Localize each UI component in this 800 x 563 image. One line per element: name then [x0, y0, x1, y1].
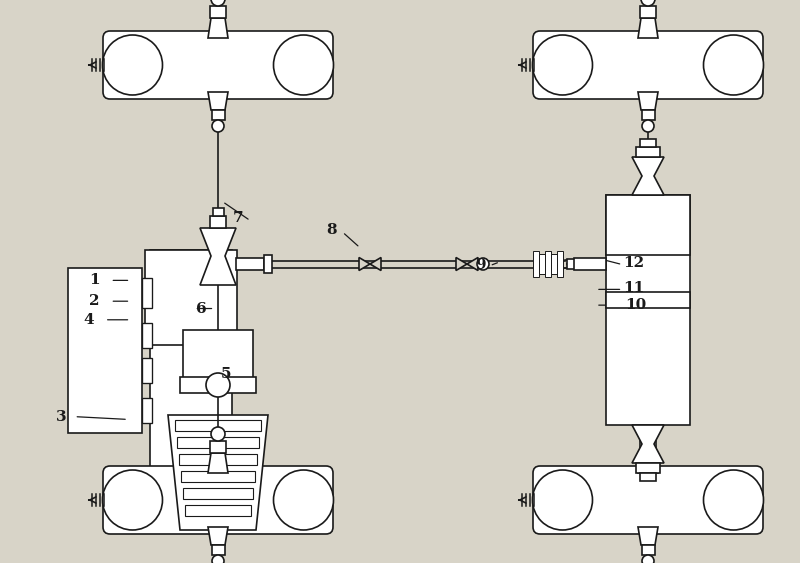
Bar: [183, 488, 253, 499]
Circle shape: [703, 470, 763, 530]
Text: 1: 1: [89, 274, 100, 287]
Bar: [551, 254, 557, 274]
Bar: [211, 110, 225, 120]
Polygon shape: [208, 92, 228, 110]
Bar: [640, 139, 656, 147]
Circle shape: [641, 427, 655, 441]
Circle shape: [642, 555, 654, 563]
Bar: [213, 208, 223, 216]
Circle shape: [102, 35, 162, 95]
Polygon shape: [638, 92, 658, 110]
Bar: [640, 441, 656, 453]
Text: 5: 5: [220, 368, 231, 381]
Bar: [545, 251, 551, 277]
Bar: [150, 250, 232, 470]
Bar: [264, 255, 272, 273]
Polygon shape: [456, 257, 467, 270]
Text: 4: 4: [83, 313, 94, 327]
Bar: [210, 441, 226, 453]
Text: 3: 3: [56, 410, 67, 423]
Circle shape: [211, 427, 225, 441]
FancyBboxPatch shape: [103, 31, 333, 99]
Bar: [180, 377, 256, 393]
Bar: [211, 545, 225, 555]
Bar: [606, 292, 690, 308]
Circle shape: [533, 35, 593, 95]
Circle shape: [211, 0, 225, 6]
Bar: [183, 330, 253, 380]
Bar: [142, 278, 152, 308]
Polygon shape: [208, 527, 228, 545]
Polygon shape: [638, 527, 658, 545]
Polygon shape: [467, 257, 478, 270]
Circle shape: [533, 470, 593, 530]
Bar: [210, 6, 226, 18]
Text: 12: 12: [623, 257, 644, 270]
Circle shape: [206, 373, 230, 397]
Circle shape: [212, 555, 224, 563]
Polygon shape: [638, 18, 658, 38]
Text: 6: 6: [196, 302, 207, 315]
Bar: [145, 250, 237, 345]
FancyBboxPatch shape: [533, 466, 763, 534]
Bar: [142, 323, 152, 348]
Polygon shape: [370, 257, 381, 270]
Bar: [642, 110, 654, 120]
Polygon shape: [359, 257, 370, 270]
Bar: [640, 473, 656, 481]
Polygon shape: [632, 157, 664, 195]
Bar: [567, 259, 595, 269]
Circle shape: [274, 470, 334, 530]
Bar: [175, 420, 261, 431]
Bar: [68, 268, 142, 433]
Bar: [210, 216, 226, 228]
Bar: [606, 195, 690, 425]
Circle shape: [703, 35, 763, 95]
Circle shape: [642, 120, 654, 132]
Text: 9: 9: [474, 258, 486, 271]
Polygon shape: [168, 415, 268, 530]
Bar: [539, 254, 545, 274]
Bar: [142, 398, 152, 423]
Polygon shape: [632, 425, 664, 463]
Bar: [236, 258, 264, 270]
Circle shape: [274, 35, 334, 95]
Bar: [636, 463, 660, 473]
Circle shape: [212, 120, 224, 132]
Text: 11: 11: [623, 282, 644, 295]
Bar: [640, 6, 656, 18]
Circle shape: [102, 470, 162, 530]
FancyBboxPatch shape: [533, 31, 763, 99]
Text: 8: 8: [326, 223, 338, 236]
Bar: [185, 505, 251, 516]
Text: 10: 10: [626, 298, 646, 312]
Bar: [177, 437, 259, 448]
Bar: [533, 251, 539, 277]
Polygon shape: [208, 453, 228, 473]
Bar: [574, 258, 606, 270]
FancyBboxPatch shape: [103, 466, 333, 534]
Bar: [606, 195, 690, 255]
Text: 7: 7: [233, 212, 244, 225]
Polygon shape: [208, 18, 228, 38]
Bar: [557, 251, 563, 277]
Bar: [636, 147, 660, 157]
Bar: [181, 471, 255, 482]
Circle shape: [641, 0, 655, 6]
Bar: [642, 545, 654, 555]
Circle shape: [477, 258, 489, 270]
Text: 2: 2: [89, 294, 100, 308]
Bar: [179, 454, 257, 465]
Polygon shape: [200, 228, 236, 285]
Polygon shape: [638, 453, 658, 473]
Bar: [142, 358, 152, 383]
